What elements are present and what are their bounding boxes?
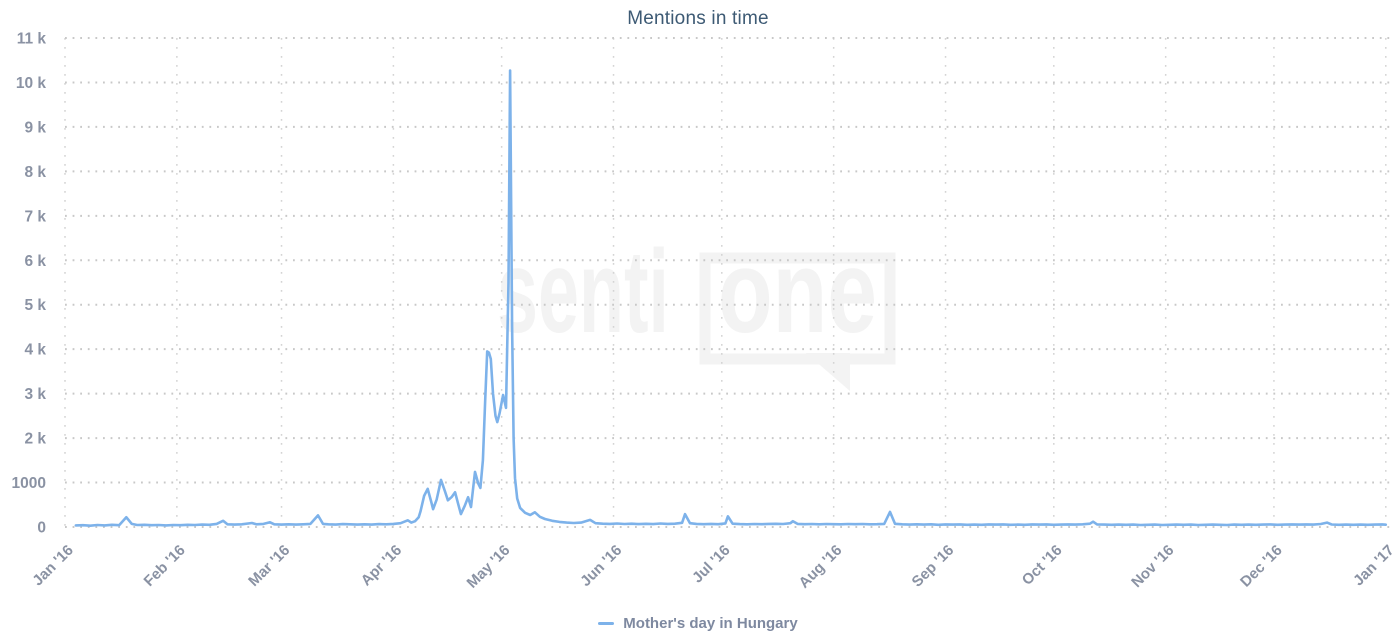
x-axis-tick-label: Aug '16 — [796, 542, 846, 592]
x-axis-tick-label: May '16 — [464, 542, 514, 592]
legend: Mother's day in Hungary — [0, 615, 1396, 632]
y-axis-tick-label: 5 k — [24, 297, 46, 314]
chart-title: Mentions in time — [627, 8, 769, 29]
svg-text:senti: senti — [497, 226, 669, 358]
x-axis-tick-label: Apr '16 — [358, 542, 406, 590]
month-gridlines — [64, 38, 1387, 527]
x-axis-tick-label: Jun '16 — [577, 542, 625, 590]
legend-item-mothers-day-in-hungary[interactable]: Mother's day in Hungary — [598, 615, 798, 632]
sentione-watermark-logo: senti one — [497, 226, 896, 391]
y-axis-tick-label: 11 k — [17, 31, 47, 48]
x-axis-tick-label: Dec '16 — [1237, 542, 1286, 591]
y-axis-tick-label: 0 — [37, 520, 46, 537]
x-axis-tick-label: Nov '16 — [1128, 542, 1177, 591]
svg-text:one: one — [718, 226, 877, 358]
x-axis-tick-label: Jan '16 — [29, 542, 77, 590]
y-axis-tick-label: 10 k — [16, 75, 47, 92]
x-axis-labels: Jan '16 Feb '16 Mar '16 Apr '16 May '16 Jun '… — [29, 542, 1396, 592]
x-axis-tick-label: Jul '16 — [689, 542, 734, 587]
y-axis-tick-label: 1000 — [12, 475, 46, 492]
x-axis-tick-label: Sep '16 — [909, 542, 958, 591]
x-axis-tick-label: Mar '16 — [245, 542, 293, 590]
x-axis-tick-label: Oct '16 — [1019, 542, 1066, 589]
y-axis-tick-label: 7 k — [24, 208, 46, 225]
y-axis-tick-label: 6 k — [24, 253, 46, 270]
series-line-mothers-day-in-hungary — [74, 69, 1388, 528]
legend-series-label: Mother's day in Hungary — [623, 615, 798, 632]
y-axis-tick-label: 3 k — [24, 386, 46, 403]
y-axis-tick-label: 4 k — [24, 342, 46, 359]
y-axis-tick-label: 8 k — [24, 164, 46, 181]
legend-series-marker — [598, 622, 615, 625]
value-gridlines — [65, 37, 1392, 528]
y-axis-labels: 0 1000 2 k 3 k 4 k 5 k 6 k 7 k 8 k 9 k 10 k 11 k — [12, 31, 47, 537]
x-axis-tick-label: Feb '16 — [141, 542, 189, 590]
y-axis-tick-label: 2 k — [24, 431, 46, 448]
x-axis-tick-label: Jan '17 — [1350, 542, 1396, 590]
y-axis-tick-label: 9 k — [24, 119, 46, 136]
